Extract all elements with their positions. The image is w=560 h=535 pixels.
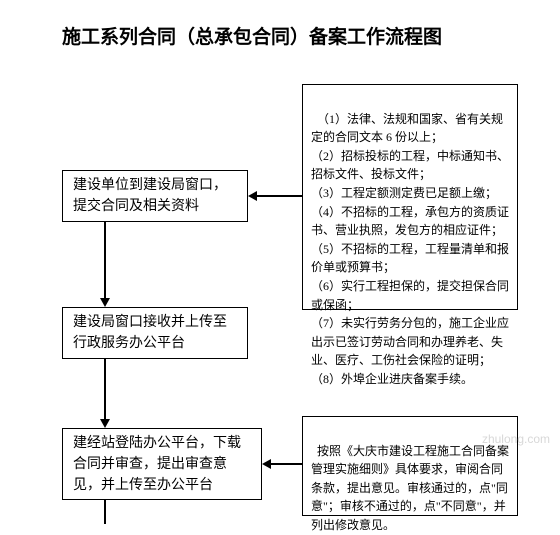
arrow-2-3-line (104, 359, 106, 421)
page-title: 施工系列合同（总承包合同）备案工作流程图 (0, 0, 560, 49)
conn-req-head (248, 191, 257, 201)
flow-step-1-text: 建设单位到建设局窗口，提交合同及相关资料 (73, 175, 237, 217)
conn-review-head (262, 459, 271, 469)
side-review-text: 按照《大庆市建设工程施工合同备案管理实施细则》具体要求，审阅合同条款，提出意见。… (311, 444, 509, 532)
arrow-2-3-head (100, 419, 110, 428)
conn-req-line (257, 195, 302, 197)
arrow-3-down-line (104, 500, 106, 524)
flow-step-2: 建设局窗口接收并上传至行政服务办公平台 (62, 307, 248, 359)
side-requirements-text: （1）法律、法规和国家、省有关规定的合同文本 6 份以上； （2）招标投标的工程… (311, 112, 509, 386)
flow-step-1: 建设单位到建设局窗口，提交合同及相关资料 (62, 170, 248, 222)
conn-review-line (271, 463, 302, 465)
side-review: 按照《大庆市建设工程施工合同备案管理实施细则》具体要求，审阅合同条款，提出意见。… (302, 416, 518, 516)
arrow-1-2-line (104, 222, 106, 300)
arrow-1-2-head (100, 298, 110, 307)
side-requirements: （1）法律、法规和国家、省有关规定的合同文本 6 份以上； （2）招标投标的工程… (302, 84, 518, 310)
flow-step-2-text: 建设局窗口接收并上传至行政服务办公平台 (73, 312, 237, 354)
flow-step-3: 建经站登陆办公平台，下载合同并审查，提出审查意见，并上传至办公平台 (62, 428, 262, 500)
flow-step-3-text: 建经站登陆办公平台，下载合同并审查，提出审查意见，并上传至办公平台 (73, 433, 251, 496)
